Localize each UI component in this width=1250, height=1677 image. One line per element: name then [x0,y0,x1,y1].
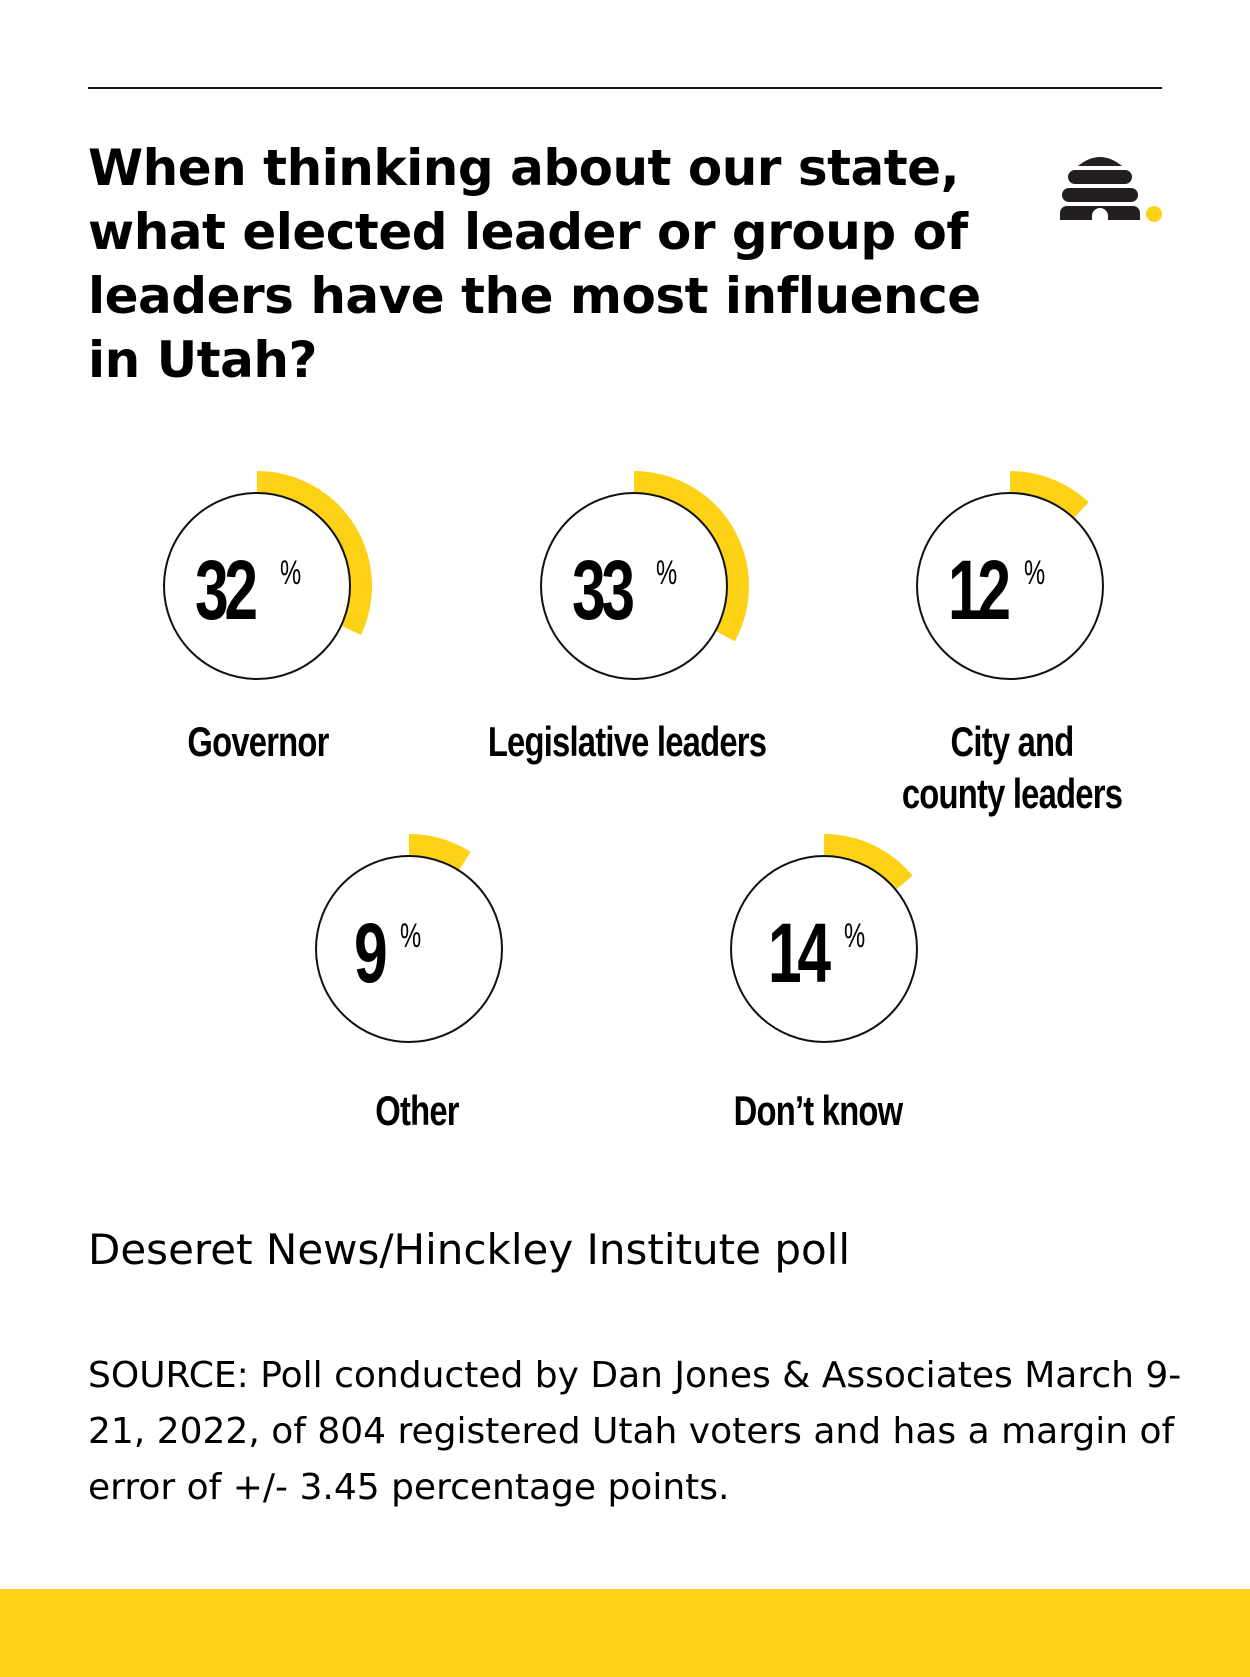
ring [163,492,351,680]
label-dont-know: Don’t know [733,1087,904,1134]
value-legislative: 33 [572,543,635,637]
ring [730,855,918,1043]
unit-governor: % [280,554,302,592]
unit-legislative: % [656,554,678,592]
value-dont-know: 14 [768,906,831,1000]
footer-band [0,1589,1250,1677]
progress-arc [824,834,913,890]
value-other: 9 [354,906,388,1000]
unit-dont-know: % [844,917,866,955]
donut-other [289,829,529,1069]
donut-legislative-leaders [514,466,754,706]
donut-governor [137,466,377,706]
beehive-icon [1058,150,1168,230]
donut-dont-know [704,829,944,1069]
label-legislative: Legislative leaders [487,718,767,765]
poll-name: Deseret News/Hinckley Institute poll [88,1225,851,1274]
label-other: Other [375,1087,459,1134]
progress-arc [257,471,372,635]
value-governor: 32 [195,543,258,637]
ring [916,492,1104,680]
label-city-county: City and county leaders [901,718,1123,817]
progress-arc [1010,471,1089,519]
source-note: SOURCE: Poll conducted by Dan Jones & As… [88,1355,1182,1508]
top-rule [88,87,1162,89]
donut-city-county-leaders [890,466,1130,706]
ring [315,855,503,1043]
unit-other: % [400,917,422,955]
unit-city-county: % [1024,554,1046,592]
ring [540,492,728,680]
chart-title: When thinking about our state, what elec… [88,139,981,389]
progress-arc [409,834,471,871]
label-governor: Governor [187,718,329,765]
value-city-county: 12 [948,543,1011,637]
progress-arc [634,471,749,642]
